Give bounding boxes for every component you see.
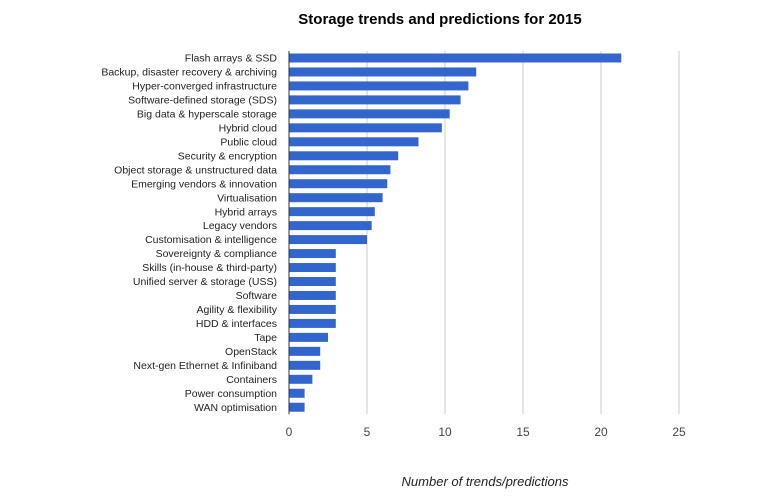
category-label: Legacy vendors (203, 220, 277, 232)
bar (289, 346, 321, 356)
category-label: Software-defined storage (SDS) (128, 94, 277, 106)
x-tick-labels: 0 5 10 15 20 25 (286, 425, 686, 439)
category-label: Agility & flexibility (196, 304, 277, 316)
bar (289, 193, 383, 203)
x-tick-label: 15 (516, 425, 530, 439)
x-tick-label: 5 (364, 425, 371, 439)
bar (289, 53, 622, 63)
category-label: Tape (254, 332, 277, 344)
category-label: HDD & interfaces (196, 318, 277, 330)
bar (289, 165, 391, 175)
category-label: Sovereignty & compliance (156, 248, 278, 260)
category-labels: Flash arrays & SSD Backup, disaster recov… (101, 53, 277, 414)
bar (289, 360, 321, 370)
category-label: Security & encryption (178, 150, 277, 162)
category-label: Big data & hyperscale storage (137, 108, 277, 120)
category-label: Object storage & unstructured data (114, 164, 277, 176)
category-label: Emerging vendors & innovation (131, 178, 277, 190)
bar (289, 221, 372, 231)
category-label: Unified server & storage (USS) (133, 276, 277, 288)
bar (289, 304, 336, 314)
bar (289, 235, 367, 245)
bar (289, 374, 313, 384)
bar (289, 318, 336, 328)
category-label: Customisation & intelligence (145, 234, 277, 246)
category-label: Flash arrays & SSD (185, 53, 278, 65)
bar (289, 332, 328, 342)
category-label: Containers (226, 374, 277, 386)
category-label: WAN optimisation (194, 402, 277, 414)
category-label: Hybrid arrays (215, 206, 277, 218)
bar (289, 402, 305, 412)
category-label: Backup, disaster recovery & archiving (101, 67, 277, 79)
x-tick-label: 0 (286, 425, 293, 439)
bar (289, 277, 336, 287)
chart-title: Storage trends and predictions for 2015 (298, 11, 581, 28)
bar (289, 151, 399, 161)
bar (289, 290, 336, 300)
category-label: Public cloud (220, 136, 277, 148)
category-label: Virtualisation (217, 192, 277, 204)
bar (289, 137, 419, 147)
category-label: Hyper-converged infrastructure (132, 81, 277, 93)
bar (289, 81, 469, 91)
bar (289, 179, 388, 189)
category-label: OpenStack (225, 346, 278, 358)
category-label: Next-gen Ethernet & Infiniband (133, 360, 277, 372)
category-label: Power consumption (185, 388, 277, 400)
x-tick-label: 20 (594, 425, 608, 439)
category-label: Hybrid cloud (219, 122, 278, 134)
bar (289, 95, 461, 105)
x-tick-label: 10 (438, 425, 452, 439)
grid-lines (366, 51, 680, 415)
x-tick-label: 25 (672, 425, 686, 439)
bar (289, 109, 450, 119)
bars (289, 53, 622, 412)
category-label: Software (236, 290, 278, 302)
bar (289, 67, 477, 77)
bar (289, 249, 336, 259)
category-label: Skills (in-house & third-party) (142, 262, 277, 274)
bar (289, 388, 305, 398)
bar (289, 263, 336, 273)
x-axis-label: Number of trends/predictions (402, 474, 569, 489)
bar (289, 123, 442, 133)
bar (289, 207, 375, 217)
